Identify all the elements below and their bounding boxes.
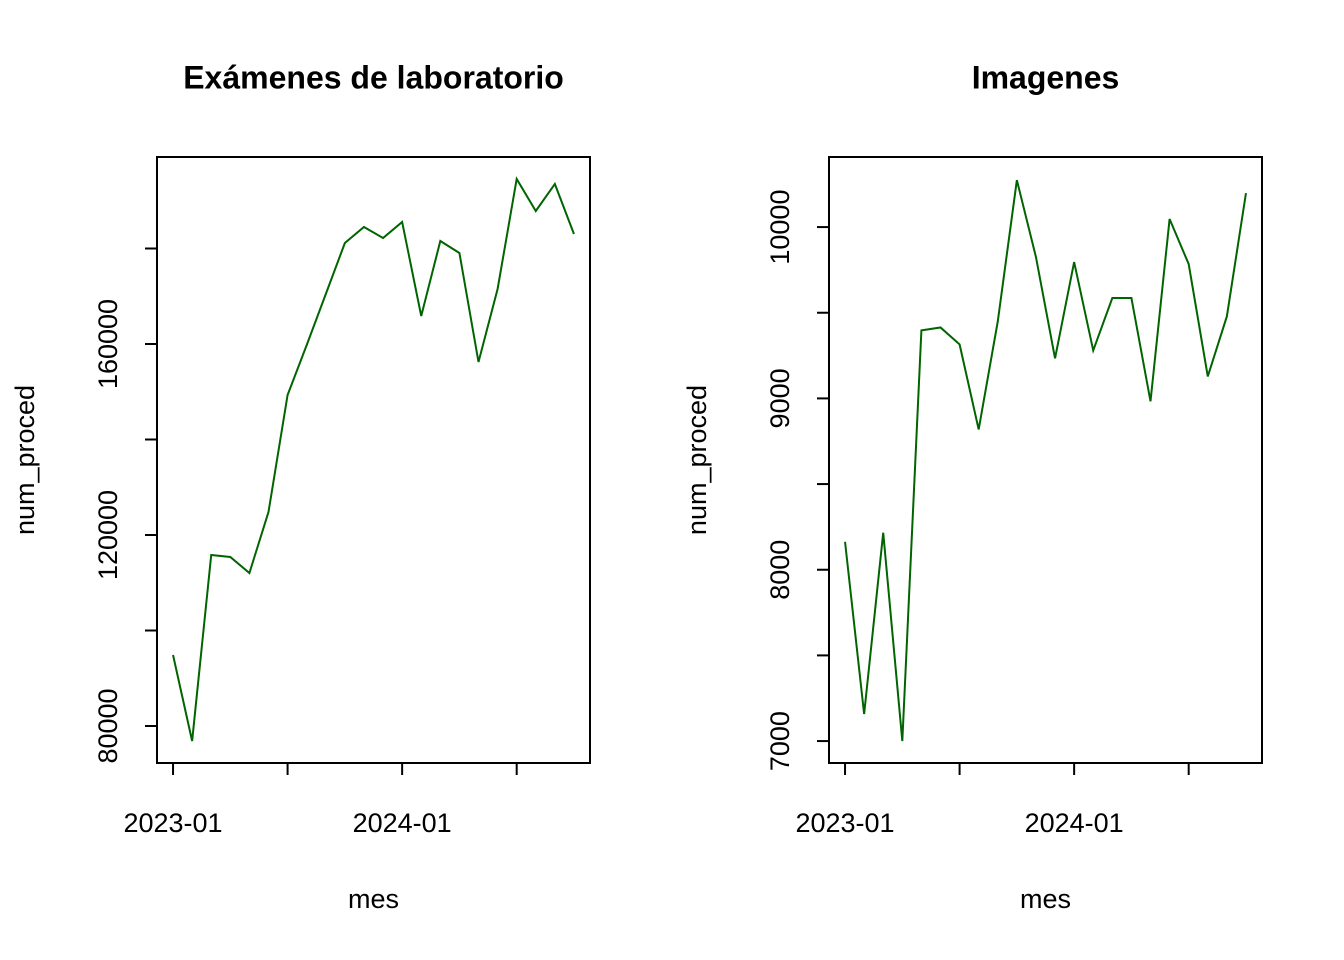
y-tick-label: 10000: [765, 190, 795, 265]
y-tick-label: 80000: [93, 688, 123, 763]
y-tick-label: 8000: [765, 540, 795, 600]
x-tick-label: 2024-01: [1025, 808, 1124, 838]
y-tick-label: 7000: [765, 711, 795, 771]
y-tick-label: 9000: [765, 368, 795, 428]
y-axis-label: num_proced: [10, 385, 40, 535]
x-tick-label: 2023-01: [795, 808, 894, 838]
x-tick-label: 2023-01: [123, 808, 222, 838]
y-tick-label: 120000: [93, 490, 123, 580]
x-axis-label: mes: [1020, 884, 1071, 914]
chart-title: Exámenes de laboratorio: [183, 59, 564, 95]
plot-box: [156, 156, 591, 764]
chart-title: Imagenes: [972, 59, 1120, 95]
data-line: [844, 179, 1247, 742]
y-axis-label: num_proced: [682, 385, 712, 535]
plot-box: [828, 156, 1263, 764]
x-axis-label: mes: [348, 884, 399, 914]
data-line: [172, 176, 575, 742]
x-tick-label: 2024-01: [353, 808, 452, 838]
y-tick-label: 160000: [93, 299, 123, 389]
